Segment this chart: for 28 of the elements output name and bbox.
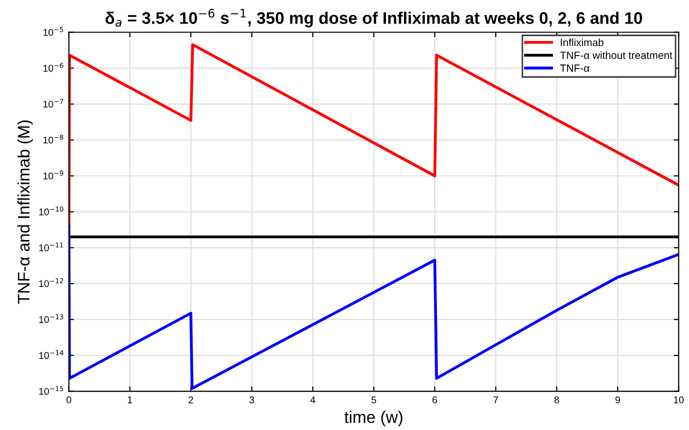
x-tick-label: 10: [674, 396, 684, 404]
y-tick-label: 10$^{−6}$: [43, 62, 64, 72]
x-tick-label: 2: [188, 396, 194, 404]
y-axis-title: TNF-α and Infliximab (M): [17, 120, 33, 304]
x-tick-label: 8: [554, 396, 559, 404]
x-tick-label: 9: [615, 396, 620, 404]
y-tick-label: 10$^{−9}$: [43, 170, 64, 180]
chart-title: δ$_{a}$ = 3.5× 10$^{−6}$ s$^{−1}$, 350 mg dose of Infliximab at weeks 0, 2, 6 and 10: [105, 8, 642, 28]
x-tick-label: 3: [249, 396, 254, 404]
x-tick-label: 6: [432, 396, 438, 404]
y-tick-label: 10$^{−10}$: [39, 206, 64, 216]
legend-label: TNF-α without treatment: [560, 51, 672, 59]
y-tick-label: 10$^{−7}$: [43, 98, 64, 108]
x-tick-label: 4: [310, 396, 316, 404]
y-tick-label: 10$^{−13}$: [39, 314, 64, 324]
y-tick-label: 10$^{−14}$: [39, 350, 64, 359]
y-tick-label: 10$^{−8}$: [43, 134, 64, 144]
x-axis-title: time (w): [344, 410, 402, 426]
y-tick-label: 10$^{−5}$: [43, 27, 64, 36]
x-tick-label: 5: [371, 396, 376, 404]
legend-label: TNF-α: [560, 64, 590, 72]
legend-label: Infliximab: [560, 38, 604, 46]
y-tick-label: 10$^{−11}$: [39, 242, 64, 252]
x-tick-label: 7: [494, 396, 498, 404]
x-tick-label: 1: [128, 396, 132, 404]
y-tick-label: 10$^{−15}$: [39, 386, 64, 395]
x-tick-label: 0: [66, 396, 72, 404]
y-tick-label: 10$^{−12}$: [39, 278, 64, 288]
